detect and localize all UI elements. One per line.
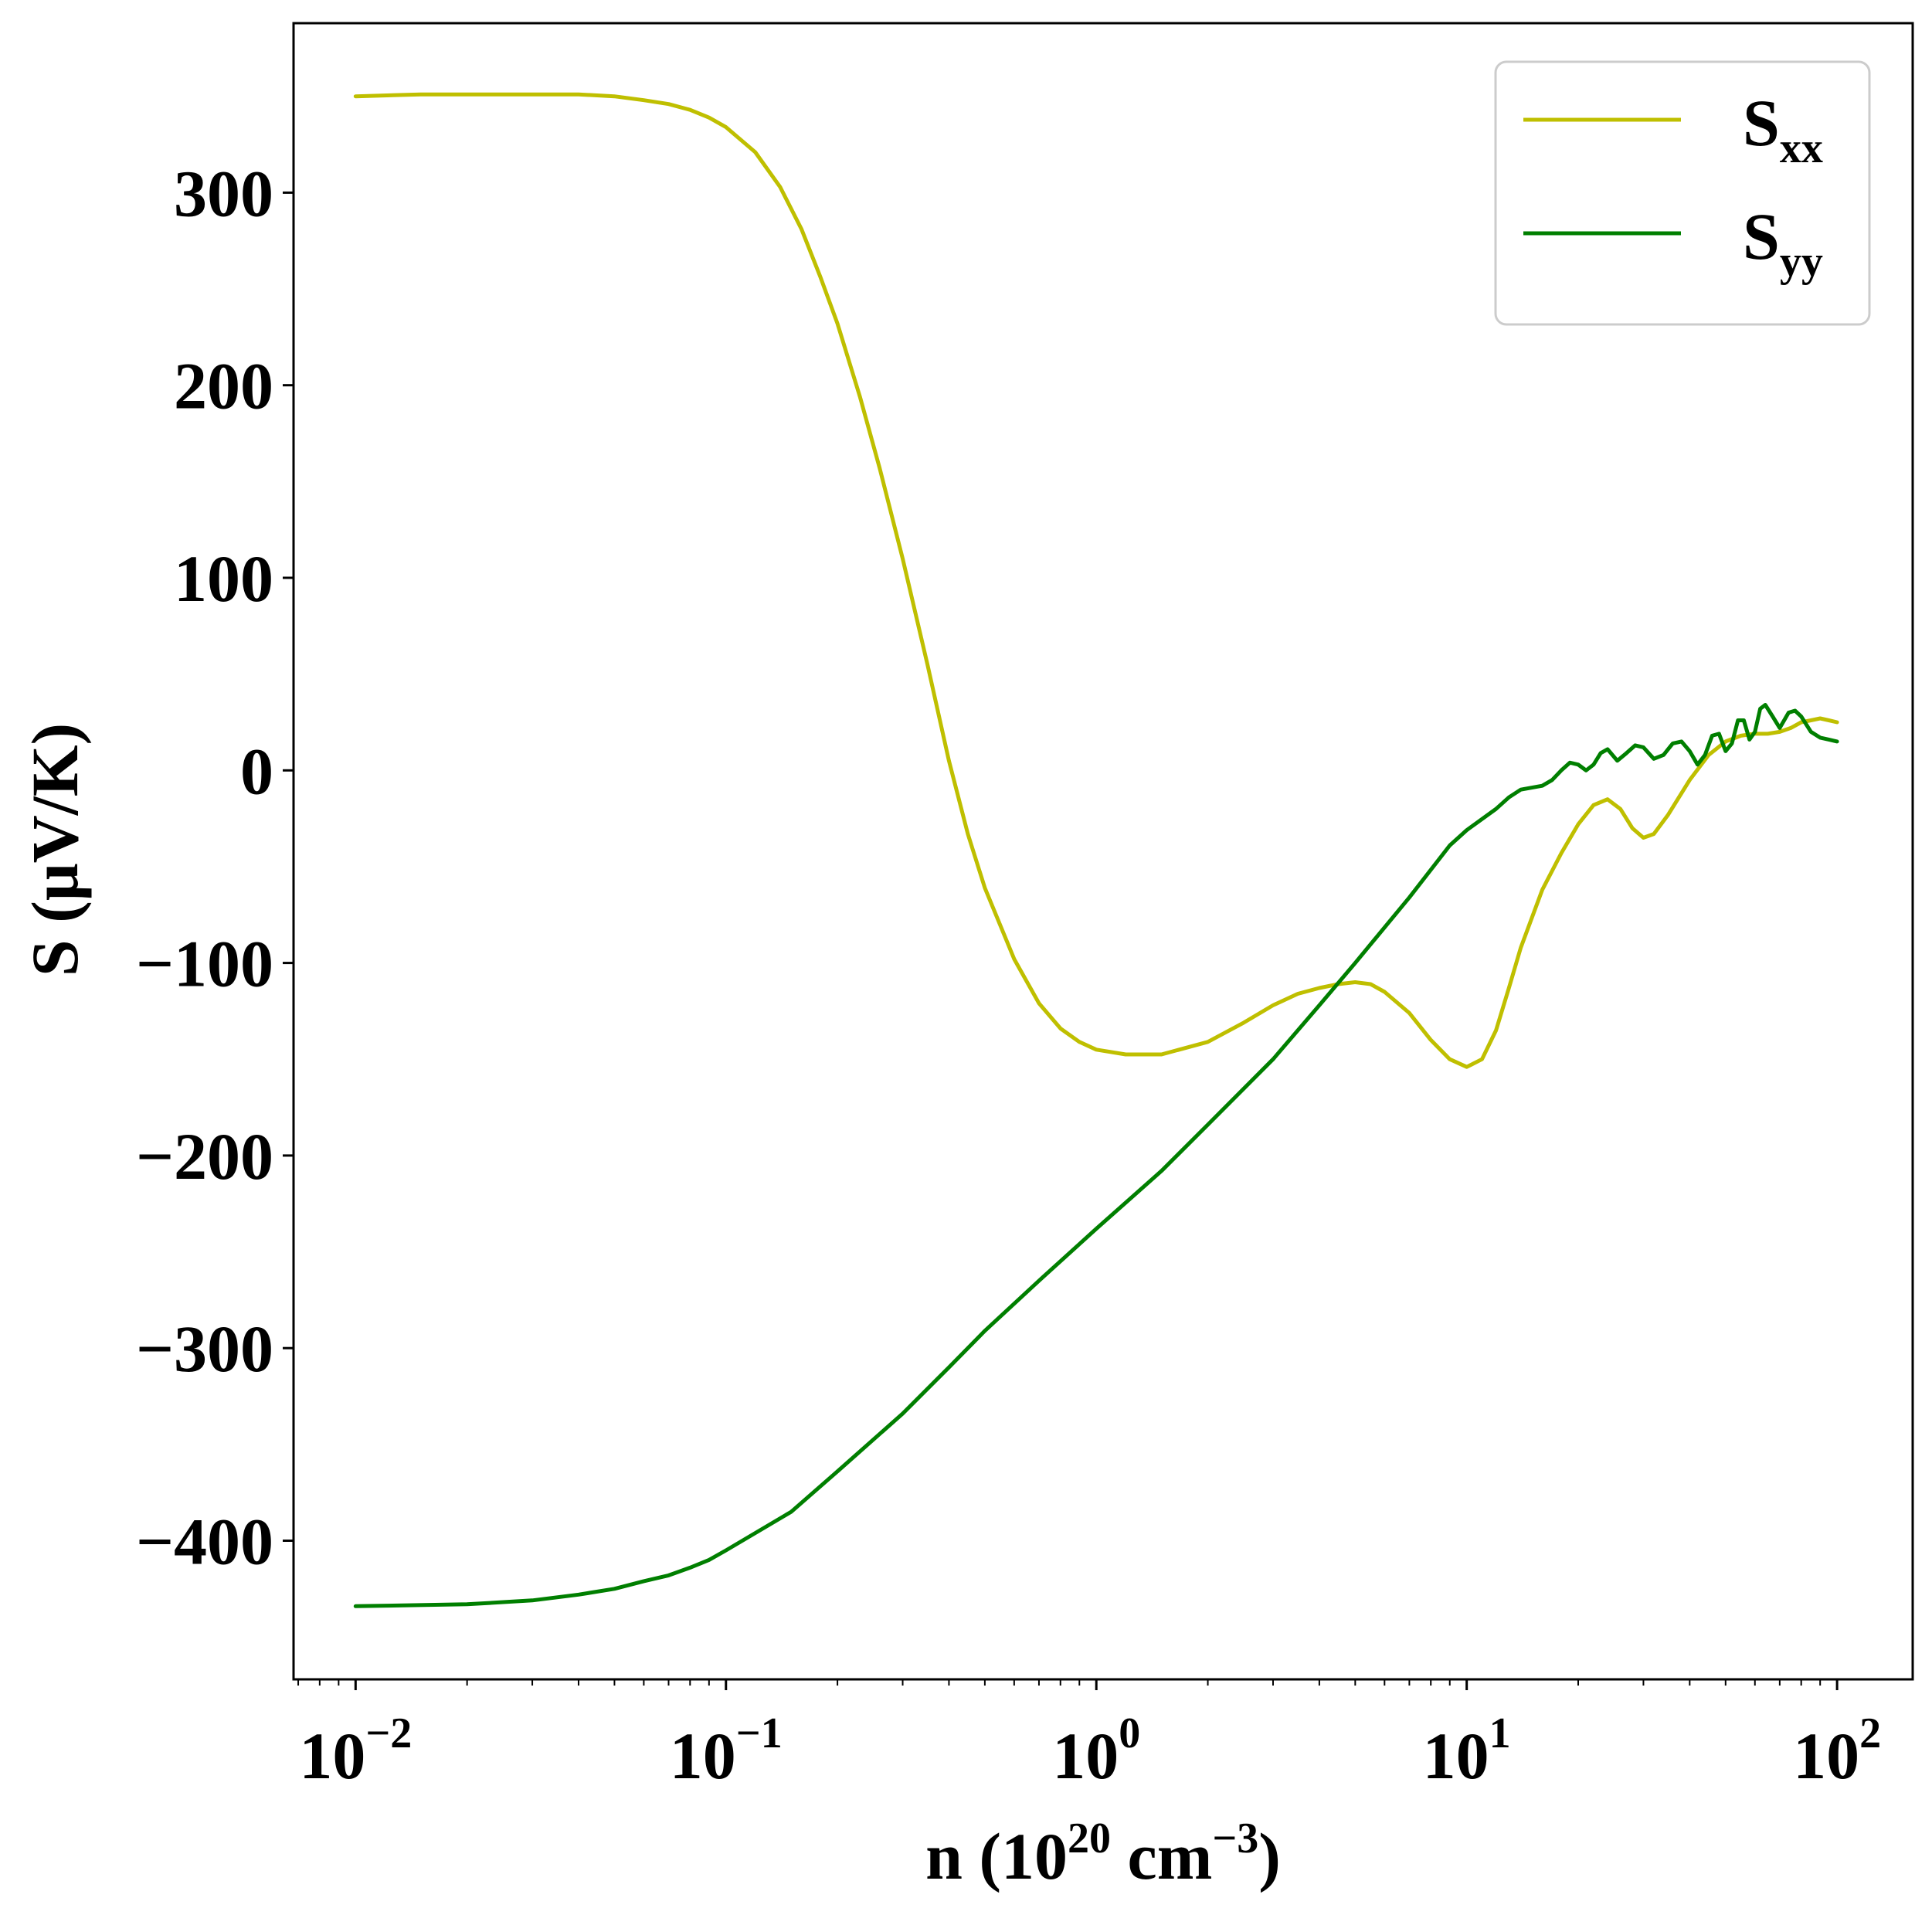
series-line-yy — [353, 703, 1839, 1608]
y-axis-title: S (μV/K) — [18, 723, 92, 976]
y-tick-label: 0 — [240, 734, 273, 808]
y-tick-label: −100 — [136, 927, 273, 1001]
y-axis: 300 200 100 0 −100 −200 −300 −400 — [136, 156, 294, 1579]
x-tick-label: 102 — [1793, 1709, 1881, 1793]
y-tick-label: −200 — [136, 1119, 273, 1193]
x-tick-label: 10−1 — [670, 1709, 783, 1793]
series-layer — [353, 92, 1839, 1608]
y-tick-label: 200 — [174, 349, 273, 423]
y-tick-label: 100 — [174, 542, 273, 616]
x-tick-label: 10−2 — [299, 1709, 412, 1793]
x-axis: 10−2 10−1 100 101 102 — [297, 1679, 1881, 1793]
legend-frame — [1494, 60, 1871, 326]
y-tick-label: 300 — [174, 156, 273, 230]
y-tick-label: −400 — [136, 1505, 273, 1579]
legend: Sxx Syy — [1494, 60, 1871, 326]
x-axis-title: n (1020 cm−3) — [925, 1815, 1281, 1893]
legend-label-sxx: Sxx — [1743, 86, 1823, 172]
y-tick-label: −300 — [136, 1312, 273, 1386]
legend-label-syy: Syy — [1743, 199, 1823, 286]
series-line-xx — [353, 92, 1839, 1069]
x-tick-label: 101 — [1423, 1709, 1511, 1793]
x-tick-label: 100 — [1052, 1709, 1140, 1793]
